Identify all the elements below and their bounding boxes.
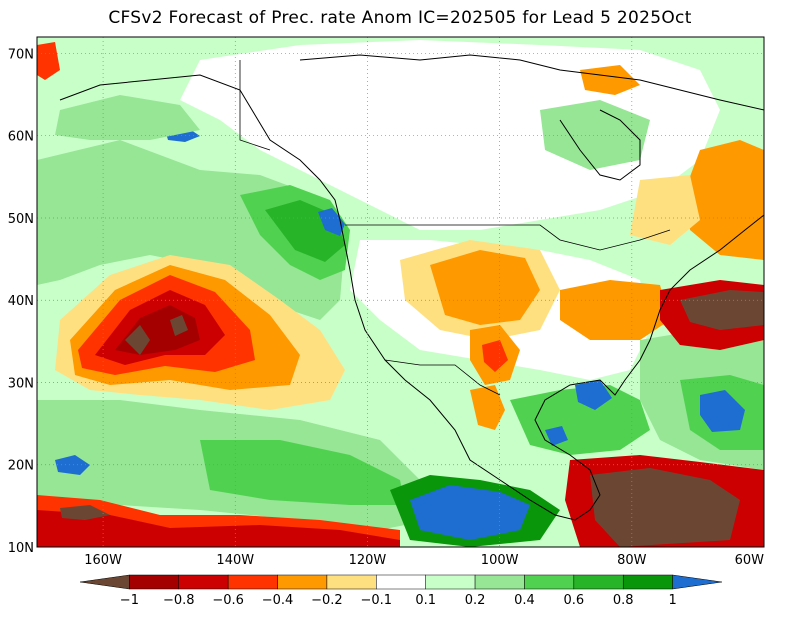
dry-extreme-caribbean — [590, 468, 740, 547]
colorbar-swatch — [227, 574, 278, 590]
wet-blob-east-pacific — [410, 485, 530, 540]
dry-core-southwest — [482, 340, 508, 372]
dry-region-east-us — [560, 280, 670, 340]
lon-tick-label: 100W — [481, 553, 519, 568]
dry-region-arctic-north — [580, 65, 640, 95]
wet-region-tropical-pacific-mod — [200, 440, 405, 505]
lon-tick-labels: 160W 140W 120W 100W 80W 60W — [84, 553, 764, 568]
coastlines — [59, 54, 764, 521]
colorbar-swatch — [573, 574, 624, 590]
lat-tick-label: 40N — [8, 294, 34, 309]
dry-region-central-us-mod — [430, 250, 540, 325]
plot-frame — [36, 36, 765, 548]
colorbar-label: −0.8 — [163, 593, 195, 608]
colorbar-swatch — [376, 574, 426, 590]
colorbar-swatch — [524, 574, 575, 590]
map-title: CFSv2 Forecast of Prec. rate Anom IC=202… — [108, 8, 692, 28]
lon-tick-label: 140W — [216, 553, 254, 568]
wet-region-gulf-mexico — [510, 385, 650, 455]
dry-band-itcz-core — [37, 510, 400, 547]
colorbar-swatch — [79, 574, 130, 590]
lat-tick-label: 70N — [8, 47, 34, 62]
border-us-canada — [345, 224, 671, 251]
lon-tick-label: 120W — [349, 553, 387, 568]
dry-region-bering — [37, 42, 60, 80]
colorbar-swatch — [622, 574, 673, 590]
colorbar-swatch — [425, 574, 476, 590]
colorbar-label: −0.1 — [361, 593, 393, 608]
lon-tick-label: 80W — [617, 553, 647, 568]
wet-blob-bc-coast — [318, 208, 345, 236]
colorbar-labels: −1 −0.8 −0.6 −0.4 −0.2 −0.1 0.1 0.2 0.4 0.6 0.8 1 — [120, 593, 677, 608]
border-us-mexico — [384, 359, 501, 396]
colorbar-label: 0.1 — [415, 593, 436, 608]
wet-region-canada-east — [540, 100, 650, 170]
colorbar-swatch — [672, 574, 723, 590]
coastline-arctic — [299, 54, 764, 111]
colorbar — [79, 574, 723, 590]
colorbar-label: −0.6 — [212, 593, 244, 608]
lat-tick-label: 20N — [8, 459, 34, 474]
dry-band-itcz-extreme — [60, 505, 110, 520]
wet-blob-bay-campeche — [545, 426, 568, 446]
colorbar-label: −0.4 — [262, 593, 294, 608]
colorbar-swatch — [277, 574, 328, 590]
colorbar-swatch — [178, 574, 229, 590]
wet-blob-atlantic — [700, 390, 745, 432]
borders — [239, 60, 671, 396]
lat-tick-labels: 10N 20N 30N 40N 50N 60N 70N — [8, 47, 34, 556]
colorbar-label: −1 — [120, 593, 139, 608]
lat-tick-label: 50N — [8, 212, 34, 227]
colorbar-label: 1 — [668, 593, 676, 608]
colorbar-label: 0.4 — [514, 593, 535, 608]
colorbar-swatch — [129, 574, 180, 590]
colorbar-swatch — [326, 574, 377, 590]
dry-region-labrador — [630, 175, 700, 245]
wet-blob-gulf — [575, 380, 612, 410]
dry-extreme-pacific-spot-2 — [170, 315, 188, 336]
colorbar-label: −0.2 — [311, 593, 343, 608]
wet-region-alaska-north — [55, 95, 200, 140]
wet-region-north-pacific — [37, 140, 345, 320]
colorbar-label: 0.8 — [613, 593, 634, 608]
lat-tick-label: 60N — [8, 130, 34, 145]
lon-tick-label: 160W — [84, 553, 122, 568]
lon-tick-label: 60W — [735, 553, 765, 568]
border-alaska-canada — [239, 60, 271, 151]
colorbar-label: 0.6 — [564, 593, 585, 608]
lat-tick-label: 10N — [8, 541, 34, 556]
colorbar-swatch — [474, 574, 525, 590]
dry-region-mexico — [470, 385, 505, 430]
colorbar-label: 0.2 — [465, 593, 486, 608]
coastline-hudson-bay — [559, 109, 641, 181]
wet-blob-west-pacific-20n — [55, 455, 90, 475]
coastline-north-america — [59, 74, 764, 521]
dry-extreme-pacific-spot — [125, 325, 150, 355]
anomaly-field — [37, 37, 764, 547]
lat-tick-label: 30N — [8, 376, 34, 391]
